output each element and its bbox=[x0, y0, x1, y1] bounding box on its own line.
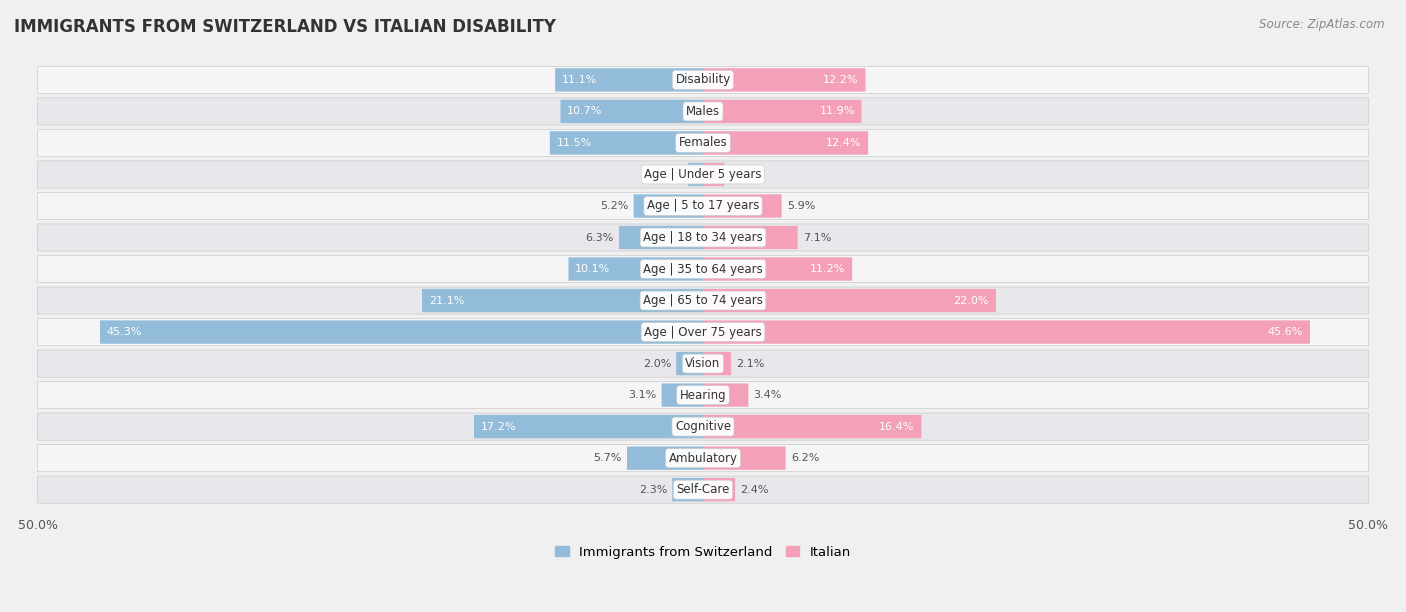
Text: Vision: Vision bbox=[685, 357, 721, 370]
FancyBboxPatch shape bbox=[38, 192, 1368, 220]
FancyBboxPatch shape bbox=[703, 447, 786, 470]
Text: Ambulatory: Ambulatory bbox=[668, 452, 738, 465]
Text: 10.7%: 10.7% bbox=[567, 106, 603, 116]
FancyBboxPatch shape bbox=[38, 129, 1368, 157]
FancyBboxPatch shape bbox=[703, 321, 1310, 344]
Text: Males: Males bbox=[686, 105, 720, 118]
Text: 5.7%: 5.7% bbox=[593, 453, 621, 463]
FancyBboxPatch shape bbox=[38, 413, 1368, 440]
Legend: Immigrants from Switzerland, Italian: Immigrants from Switzerland, Italian bbox=[550, 540, 856, 564]
Text: Females: Females bbox=[679, 136, 727, 149]
FancyBboxPatch shape bbox=[38, 350, 1368, 377]
Text: 16.4%: 16.4% bbox=[879, 422, 914, 431]
FancyBboxPatch shape bbox=[38, 161, 1368, 188]
Text: Age | 35 to 64 years: Age | 35 to 64 years bbox=[643, 263, 763, 275]
Text: 6.2%: 6.2% bbox=[790, 453, 820, 463]
FancyBboxPatch shape bbox=[38, 318, 1368, 346]
FancyBboxPatch shape bbox=[38, 255, 1368, 283]
FancyBboxPatch shape bbox=[627, 447, 703, 470]
FancyBboxPatch shape bbox=[688, 163, 703, 186]
Text: 11.9%: 11.9% bbox=[820, 106, 855, 116]
FancyBboxPatch shape bbox=[38, 98, 1368, 125]
FancyBboxPatch shape bbox=[38, 444, 1368, 472]
Text: 22.0%: 22.0% bbox=[953, 296, 988, 305]
FancyBboxPatch shape bbox=[703, 384, 748, 407]
Text: Self-Care: Self-Care bbox=[676, 483, 730, 496]
Text: 2.0%: 2.0% bbox=[643, 359, 671, 368]
FancyBboxPatch shape bbox=[703, 195, 782, 218]
FancyBboxPatch shape bbox=[38, 381, 1368, 409]
FancyBboxPatch shape bbox=[703, 415, 921, 438]
FancyBboxPatch shape bbox=[676, 352, 703, 375]
Text: 1.1%: 1.1% bbox=[655, 170, 683, 179]
Text: 45.6%: 45.6% bbox=[1268, 327, 1303, 337]
Text: 7.1%: 7.1% bbox=[803, 233, 831, 242]
FancyBboxPatch shape bbox=[555, 69, 703, 92]
Text: Disability: Disability bbox=[675, 73, 731, 86]
Text: 2.3%: 2.3% bbox=[638, 485, 666, 494]
FancyBboxPatch shape bbox=[38, 287, 1368, 314]
Text: 2.1%: 2.1% bbox=[737, 359, 765, 368]
Text: 11.5%: 11.5% bbox=[557, 138, 592, 148]
Text: 10.1%: 10.1% bbox=[575, 264, 610, 274]
Text: 2.4%: 2.4% bbox=[741, 485, 769, 494]
FancyBboxPatch shape bbox=[703, 478, 735, 501]
Text: IMMIGRANTS FROM SWITZERLAND VS ITALIAN DISABILITY: IMMIGRANTS FROM SWITZERLAND VS ITALIAN D… bbox=[14, 18, 555, 36]
FancyBboxPatch shape bbox=[703, 132, 868, 155]
FancyBboxPatch shape bbox=[568, 258, 703, 281]
Text: 6.3%: 6.3% bbox=[585, 233, 614, 242]
FancyBboxPatch shape bbox=[703, 289, 995, 312]
Text: 21.1%: 21.1% bbox=[429, 296, 464, 305]
Text: 12.2%: 12.2% bbox=[823, 75, 859, 85]
Text: 17.2%: 17.2% bbox=[481, 422, 516, 431]
FancyBboxPatch shape bbox=[561, 100, 703, 123]
Text: Cognitive: Cognitive bbox=[675, 420, 731, 433]
FancyBboxPatch shape bbox=[672, 478, 703, 501]
FancyBboxPatch shape bbox=[100, 321, 703, 344]
Text: 3.1%: 3.1% bbox=[628, 390, 657, 400]
FancyBboxPatch shape bbox=[703, 69, 866, 92]
Text: 11.1%: 11.1% bbox=[562, 75, 598, 85]
Text: Age | 5 to 17 years: Age | 5 to 17 years bbox=[647, 200, 759, 212]
Text: 45.3%: 45.3% bbox=[107, 327, 142, 337]
FancyBboxPatch shape bbox=[474, 415, 703, 438]
Text: 5.2%: 5.2% bbox=[600, 201, 628, 211]
FancyBboxPatch shape bbox=[38, 66, 1368, 94]
FancyBboxPatch shape bbox=[619, 226, 703, 249]
FancyBboxPatch shape bbox=[703, 163, 724, 186]
FancyBboxPatch shape bbox=[550, 132, 703, 155]
Text: Age | 65 to 74 years: Age | 65 to 74 years bbox=[643, 294, 763, 307]
FancyBboxPatch shape bbox=[703, 100, 862, 123]
FancyBboxPatch shape bbox=[422, 289, 703, 312]
FancyBboxPatch shape bbox=[38, 224, 1368, 251]
Text: 12.4%: 12.4% bbox=[825, 138, 862, 148]
Text: Age | Over 75 years: Age | Over 75 years bbox=[644, 326, 762, 338]
FancyBboxPatch shape bbox=[703, 226, 797, 249]
FancyBboxPatch shape bbox=[703, 258, 852, 281]
Text: Age | 18 to 34 years: Age | 18 to 34 years bbox=[643, 231, 763, 244]
FancyBboxPatch shape bbox=[662, 384, 703, 407]
Text: Hearing: Hearing bbox=[679, 389, 727, 401]
FancyBboxPatch shape bbox=[703, 352, 731, 375]
Text: Source: ZipAtlas.com: Source: ZipAtlas.com bbox=[1260, 18, 1385, 31]
FancyBboxPatch shape bbox=[38, 476, 1368, 503]
Text: 11.2%: 11.2% bbox=[810, 264, 845, 274]
Text: 5.9%: 5.9% bbox=[787, 201, 815, 211]
FancyBboxPatch shape bbox=[634, 195, 703, 218]
Text: 1.6%: 1.6% bbox=[730, 170, 758, 179]
Text: Age | Under 5 years: Age | Under 5 years bbox=[644, 168, 762, 181]
Text: 3.4%: 3.4% bbox=[754, 390, 782, 400]
